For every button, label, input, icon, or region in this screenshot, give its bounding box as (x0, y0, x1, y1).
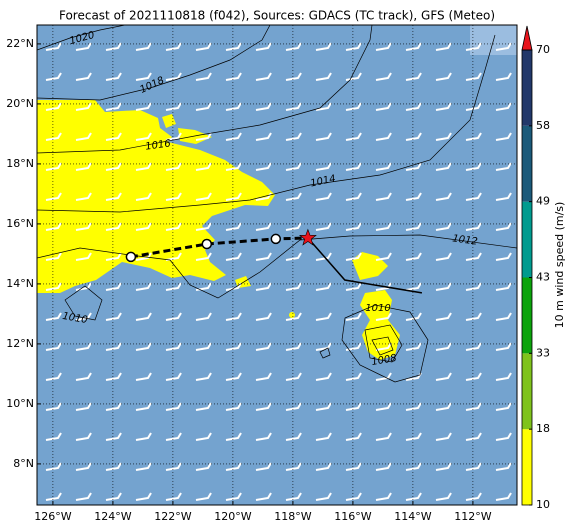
colorbar-label: 10 m wind speed (m/s) (553, 202, 566, 329)
isobar-label: 1010 (365, 303, 390, 314)
x-tick-label: 116°W (334, 510, 371, 523)
isobars (37, 25, 517, 383)
wind-barbs (37, 25, 517, 505)
colorbar-segment (522, 429, 532, 505)
y-tick-label: 8°N (13, 457, 34, 470)
map-area: 1020 1018 1016 1014 1012 1010 1010 1008 (37, 25, 517, 505)
colorbar-segment (522, 277, 532, 354)
x-tick-label: 118°W (274, 510, 311, 523)
colorbar-tick-label: 58 (536, 119, 550, 132)
colorbar-segment (522, 201, 532, 278)
axes: 126°W 124°W 122°W 120°W 118°W 116°W 114°W 112°W… (6, 37, 491, 523)
track-point (125, 251, 137, 263)
colorbar-tick-label: 18 (536, 422, 550, 435)
x-tick-label: 114°W (394, 510, 431, 523)
isobar-label: 1016 (145, 138, 172, 152)
isobar-label: 1012 (452, 233, 479, 247)
colorbar-segment (522, 353, 532, 430)
colorbar-tick-label: 49 (536, 195, 550, 208)
x-tick-label: 122°W (154, 510, 191, 523)
grid (37, 25, 517, 505)
y-tick-label: 16°N (6, 217, 34, 230)
track (125, 228, 423, 294)
colorbar-tick-label: 70 (536, 43, 550, 56)
isobar-label: 1008 (371, 353, 398, 368)
y-tick-label: 10°N (6, 397, 34, 410)
x-tick-label: 112°W (454, 510, 491, 523)
isobar-label: 1014 (310, 173, 337, 189)
y-tick-label: 12°N (6, 337, 34, 350)
forecast-track (307, 237, 423, 294)
x-tick-label: 126°W (34, 510, 71, 523)
y-tick-label: 20°N (6, 97, 34, 110)
current-position (298, 228, 317, 246)
colorbar-extend (521, 25, 533, 51)
past-track (130, 236, 308, 259)
colorbar-segment (522, 50, 532, 126)
isobar-label: 1010 (61, 311, 88, 326)
colorbar-tick-label: 33 (536, 346, 550, 359)
chart-title: Forecast of 2021110818 (f042), Sources: … (59, 9, 495, 23)
colorbar: 10 18 33 43 49 58 70 10 m wind speed (m/s) (521, 25, 566, 511)
track-point (201, 238, 213, 250)
y-tick-label: 18°N (6, 157, 34, 170)
track-point (270, 233, 282, 245)
map-frame (36, 24, 518, 506)
colorbar-tick-label: 43 (536, 271, 550, 284)
colorbar-tick-label: 10 (536, 498, 550, 511)
x-tick-label: 120°W (214, 510, 251, 523)
y-tick-label: 22°N (6, 37, 34, 50)
colorbar-segment (522, 125, 532, 202)
y-tick-label: 14°N (6, 277, 34, 290)
x-tick-label: 124°W (94, 510, 131, 523)
